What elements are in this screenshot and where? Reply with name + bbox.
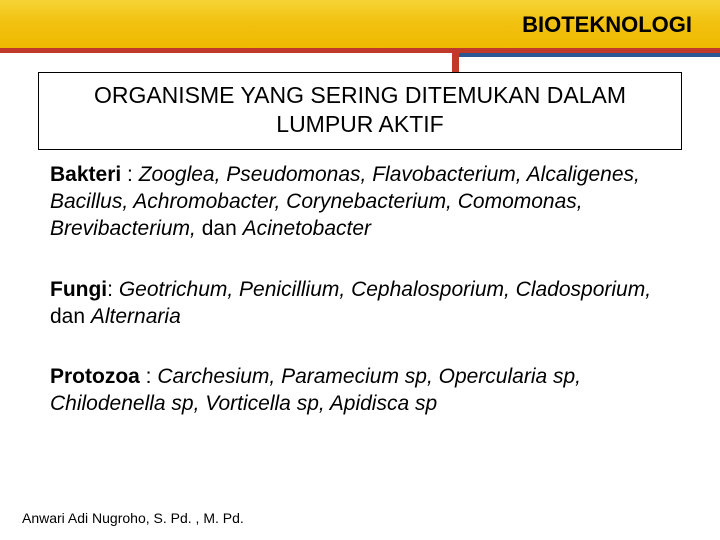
content-area: Bakteri : Zooglea, Pseudomonas, Flavobac… xyxy=(50,162,678,452)
para-tail-italic: Alternaria xyxy=(91,305,181,328)
footer-author: Anwari Adi Nugroho, S. Pd. , M. Pd. xyxy=(22,510,244,526)
section-title-line1: ORGANISME YANG SERING DITEMUKAN DALAM xyxy=(53,81,667,110)
para-sep: : xyxy=(121,163,139,186)
paragraph-bakteri: Bakteri : Zooglea, Pseudomonas, Flavobac… xyxy=(50,162,678,243)
section-title-line2: LUMPUR AKTIF xyxy=(53,110,667,139)
para-label: Protozoa xyxy=(50,365,140,388)
para-sep: : xyxy=(107,278,119,301)
para-label: Fungi xyxy=(50,278,107,301)
paragraph-fungi: Fungi: Geotrichum, Penicillium, Cephalos… xyxy=(50,277,678,331)
para-label: Bakteri xyxy=(50,163,121,186)
header-underline-blue xyxy=(452,53,720,57)
para-tail-italic: Acinetobacter xyxy=(243,217,371,240)
para-sep: : xyxy=(140,365,158,388)
para-tail-plain: dan xyxy=(202,217,243,240)
header-title: BIOTEKNOLOGI xyxy=(522,12,692,38)
paragraph-protozoa: Protozoa : Carchesium, Paramecium sp, Op… xyxy=(50,364,678,418)
para-tail-plain: dan xyxy=(50,305,91,328)
section-title-box: ORGANISME YANG SERING DITEMUKAN DALAM LU… xyxy=(38,72,682,150)
para-body: Geotrichum, Penicillium, Cephalosporium,… xyxy=(119,278,651,301)
